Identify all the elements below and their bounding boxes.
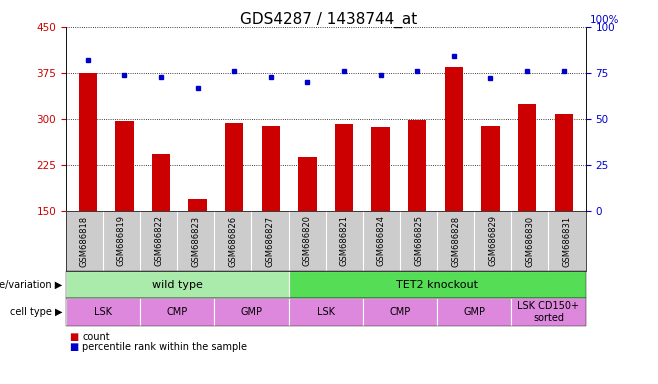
Bar (115, 121, 134, 211)
Text: GSM686823: GSM686823 (191, 215, 200, 266)
Bar (372, 127, 390, 211)
Text: genotype/variation ▶: genotype/variation ▶ (0, 280, 63, 290)
Text: ■: ■ (69, 342, 78, 352)
Text: percentile rank within the sample: percentile rank within the sample (82, 342, 247, 352)
Bar (188, 199, 207, 211)
Bar (152, 154, 170, 211)
Bar (335, 124, 353, 211)
Text: GMP: GMP (240, 307, 263, 317)
Text: GSM686828: GSM686828 (451, 215, 460, 266)
Text: GSM686830: GSM686830 (526, 215, 534, 266)
Text: GMP: GMP (463, 307, 485, 317)
Text: GSM686826: GSM686826 (228, 215, 238, 266)
Text: GSM686821: GSM686821 (340, 215, 349, 266)
Text: GSM686827: GSM686827 (266, 215, 274, 266)
Text: cell type ▶: cell type ▶ (10, 307, 63, 317)
Text: 100%: 100% (590, 15, 619, 25)
Text: GSM686831: GSM686831 (563, 215, 572, 266)
Text: LSK CD150+
sorted: LSK CD150+ sorted (517, 301, 580, 323)
Text: GDS4287 / 1438744_at: GDS4287 / 1438744_at (240, 12, 418, 28)
Text: LSK: LSK (94, 307, 112, 317)
Bar (518, 104, 536, 211)
Text: GSM686825: GSM686825 (414, 215, 423, 266)
Text: CMP: CMP (166, 307, 188, 317)
Text: GSM686820: GSM686820 (303, 215, 312, 266)
Text: LSK: LSK (316, 307, 335, 317)
Bar (408, 120, 426, 211)
Text: wild type: wild type (152, 280, 203, 290)
Text: GSM686822: GSM686822 (154, 215, 163, 266)
Text: TET2 knockout: TET2 knockout (396, 280, 478, 290)
Bar (262, 126, 280, 211)
Text: count: count (82, 332, 110, 342)
Text: GSM686829: GSM686829 (488, 215, 497, 266)
Text: ■: ■ (69, 332, 78, 342)
Bar (225, 123, 243, 211)
Text: CMP: CMP (390, 307, 411, 317)
Bar (298, 157, 316, 211)
Text: GSM686819: GSM686819 (117, 215, 126, 266)
Text: GSM686818: GSM686818 (80, 215, 89, 266)
Bar (78, 73, 97, 211)
Bar (555, 114, 573, 211)
Text: GSM686824: GSM686824 (377, 215, 386, 266)
Bar (481, 126, 499, 211)
Bar (445, 67, 463, 211)
